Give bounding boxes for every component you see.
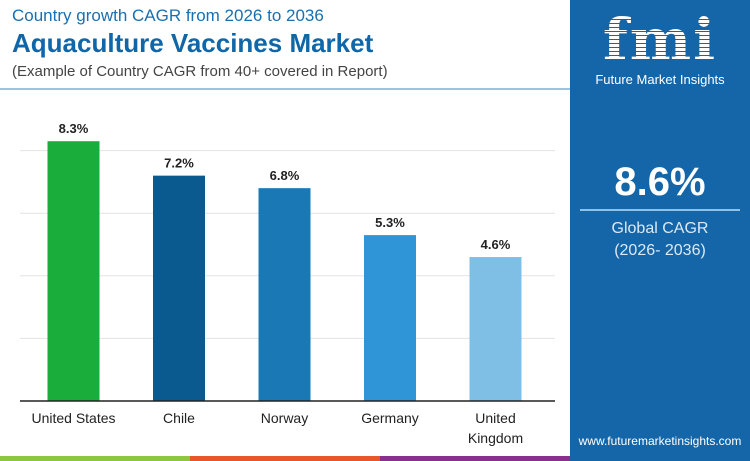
footer-stripe-purple xyxy=(380,456,570,461)
website-url[interactable]: www.futuremarketinsights.com xyxy=(578,434,742,448)
x-tick-label: Norway xyxy=(261,410,308,426)
side-panel: fmi Future Market Insights 8.6% Global C… xyxy=(570,0,750,461)
bar-chart: 8.3% United States 7.2% Chile 6.8% Norway 5.3%… xyxy=(20,121,555,446)
data-label: 8.3% xyxy=(59,121,89,136)
x-tick-label: United xyxy=(475,410,515,426)
brand-name: Future Market Insights xyxy=(595,72,725,87)
bar xyxy=(258,188,311,401)
data-label: 7.2% xyxy=(164,156,194,171)
logo-mark: fmi xyxy=(570,8,750,72)
bar xyxy=(47,141,100,401)
footer-stripe-green xyxy=(0,456,190,461)
chart-note: (Example of Country CAGR from 40+ covere… xyxy=(12,63,388,80)
chart-title: Aquaculture Vaccines Market xyxy=(12,28,374,58)
data-label: 6.8% xyxy=(270,168,300,183)
global-cagr-period: (2026- 2036) xyxy=(614,242,706,259)
global-cagr-value: 8.6% xyxy=(614,160,706,204)
panel-divider xyxy=(580,209,740,211)
data-label: 4.6% xyxy=(481,237,511,252)
data-label: 5.3% xyxy=(375,215,405,230)
chart-subtitle: Country growth CAGR from 2026 to 2036 xyxy=(12,6,324,25)
global-cagr-label: Global CAGR xyxy=(611,220,709,237)
footer-stripe-orange xyxy=(190,456,380,461)
x-tick-label: Kingdom xyxy=(468,430,523,446)
x-tick-label: United States xyxy=(31,410,115,426)
x-tick-label: Chile xyxy=(163,410,195,426)
x-tick-label: Germany xyxy=(361,410,419,426)
bar xyxy=(469,257,522,401)
header-divider xyxy=(0,88,570,90)
bar xyxy=(153,175,205,401)
bar xyxy=(364,235,416,401)
fmi-logo: fmi Future Market Insights xyxy=(570,8,750,87)
